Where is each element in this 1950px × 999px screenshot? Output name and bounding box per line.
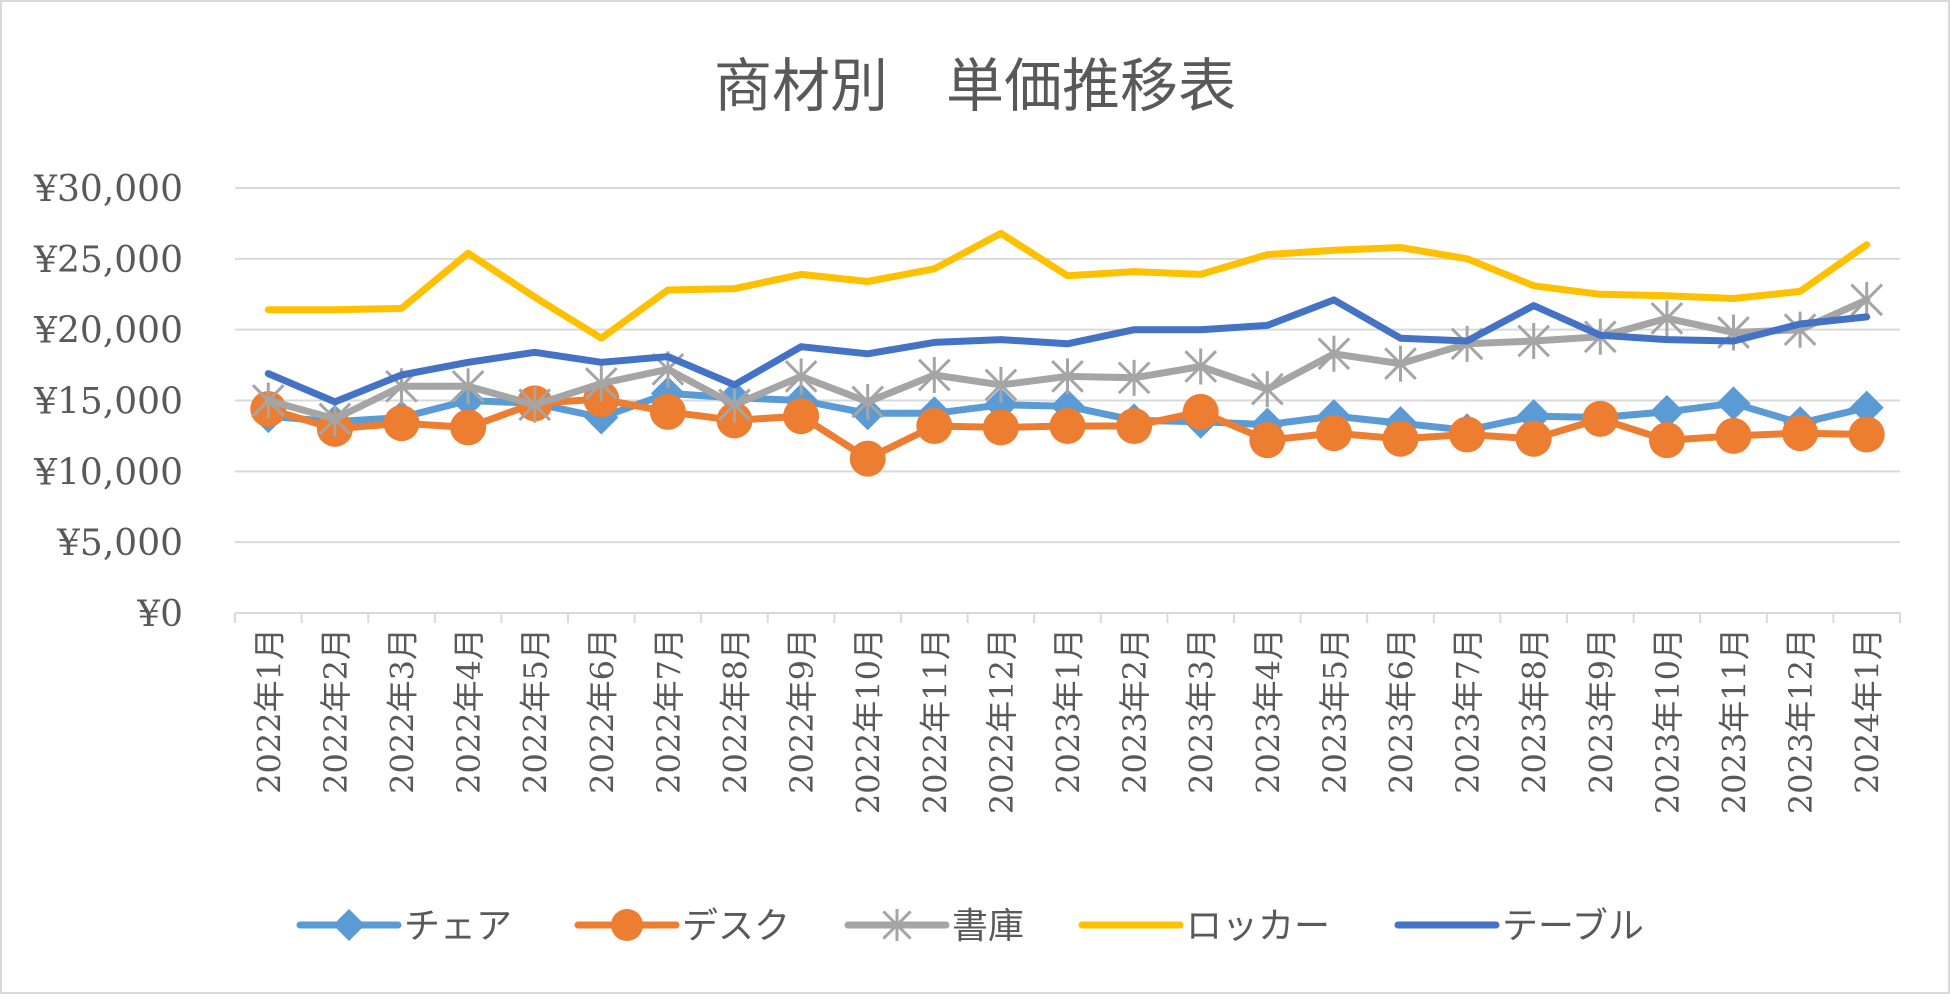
data-point: [1250, 371, 1284, 408]
data-point: [1117, 359, 1151, 396]
legend-label: ロッカー: [1186, 906, 1330, 947]
x-tick-label: 2023年11月: [1716, 628, 1754, 814]
data-point: [984, 366, 1018, 403]
data-point: [851, 383, 885, 420]
data-point: [1517, 323, 1551, 359]
data-point: [1648, 422, 1685, 459]
series-5: [264, 296, 1871, 406]
x-tick-label: 2022年10月: [850, 628, 888, 814]
x-tick-label: 2023年6月: [1383, 628, 1421, 794]
chart-title: 商材別 単価推移表: [714, 52, 1236, 120]
x-tick-label: 2023年9月: [1582, 628, 1620, 794]
x-axis-ticks: 2022年1月 2022年2月 2022年3月 2022年4月 2022年5月 2022年…: [234, 613, 1901, 814]
data-point: [518, 386, 552, 423]
legend-label: テーブル: [1502, 906, 1644, 947]
x-tick-label: 2023年5月: [1316, 628, 1354, 794]
data-point: [383, 405, 420, 442]
series-lines: [250, 229, 1885, 477]
legend-item: ロッカー: [1078, 906, 1330, 947]
x-tick-label: 2022年6月: [583, 628, 621, 794]
y-tick-label: ¥25,000: [33, 240, 183, 281]
data-point: [917, 357, 951, 393]
data-point: [1249, 422, 1286, 459]
x-tick-label: 2022年4月: [450, 628, 488, 794]
data-point: [1849, 390, 1884, 425]
x-tick-label: 2022年1月: [250, 628, 288, 794]
data-point: [1449, 416, 1486, 453]
data-point: [1715, 417, 1752, 454]
legend-item: テーブル: [1394, 906, 1644, 947]
y-tick-label: ¥15,000: [33, 382, 183, 423]
data-point: [1049, 408, 1086, 444]
legend-item: デスク: [574, 906, 790, 947]
legend-label: デスク: [682, 906, 790, 947]
x-tick-label: 2023年12月: [1782, 628, 1820, 814]
data-point: [649, 393, 686, 430]
data-point: [1848, 416, 1885, 453]
x-tick-label: 2022年9月: [783, 628, 821, 794]
y-tick-label: ¥30,000: [33, 169, 183, 210]
series-line: [264, 296, 1871, 406]
x-tick-label: 2024年1月: [1849, 628, 1887, 794]
x-tick-label: 2022年12月: [983, 628, 1021, 814]
data-point: [1315, 415, 1352, 452]
y-tick-label: ¥0: [136, 594, 183, 635]
legend-item: チェア: [296, 906, 512, 947]
x-tick-label: 2022年2月: [317, 628, 355, 794]
data-point: [1184, 348, 1218, 385]
data-point: [1515, 420, 1552, 457]
data-point: [1182, 393, 1219, 430]
data-point: [1650, 300, 1684, 337]
data-point: [718, 386, 751, 423]
data-point: [784, 358, 818, 395]
x-tick-label: 2023年1月: [1050, 628, 1088, 794]
x-tick-label: 2023年3月: [1183, 628, 1221, 794]
x-tick-label: 2023年4月: [1249, 628, 1287, 794]
data-point: [450, 409, 487, 446]
data-point: [1051, 358, 1084, 395]
x-tick-label: 2023年2月: [1116, 628, 1154, 794]
data-point: [318, 400, 352, 437]
x-tick-label: 2023年7月: [1449, 628, 1487, 794]
x-tick-label: 2022年7月: [650, 628, 688, 794]
data-point: [1649, 394, 1684, 429]
series-line: [264, 229, 1871, 342]
legend-label: チェア: [404, 906, 512, 947]
data-point: [849, 440, 886, 477]
y-tick-label: ¥20,000: [33, 311, 183, 352]
legend-marker: [333, 909, 365, 941]
legend-marker: [882, 909, 912, 941]
y-tick-label: ¥10,000: [33, 452, 183, 493]
y-axis-ticks: ¥0 ¥5,000 ¥10,000 ¥15,000 ¥20,000 ¥25,000 ¥30,…: [33, 169, 183, 635]
x-tick-label: 2022年5月: [517, 628, 555, 794]
x-tick-label: 2022年3月: [384, 628, 422, 794]
data-point: [783, 398, 820, 435]
x-tick-label: 2023年8月: [1516, 628, 1554, 794]
legend-label: 書庫: [952, 906, 1024, 947]
data-point: [251, 382, 285, 419]
data-point: [1782, 415, 1819, 452]
data-point: [1582, 400, 1619, 437]
legend: チェア デスク 書庫 ロッカー テーブル: [296, 906, 1644, 947]
x-tick-label: 2022年11月: [916, 628, 954, 814]
data-point: [1850, 281, 1884, 318]
legend-marker: [611, 909, 643, 941]
data-point: [982, 409, 1019, 446]
x-tick-label: 2022年8月: [717, 628, 755, 794]
data-point: [1382, 420, 1419, 457]
data-point: [1716, 386, 1751, 421]
series-4: [264, 229, 1871, 342]
legend-item: 書庫: [844, 906, 1024, 947]
y-tick-label: ¥5,000: [56, 523, 183, 564]
x-tick-label: 2023年10月: [1649, 628, 1687, 814]
data-point: [1384, 345, 1417, 382]
data-point: [1317, 335, 1351, 372]
data-point: [916, 408, 953, 444]
data-point: [1116, 408, 1153, 444]
data-point: [584, 365, 618, 402]
data-point: [451, 368, 485, 405]
